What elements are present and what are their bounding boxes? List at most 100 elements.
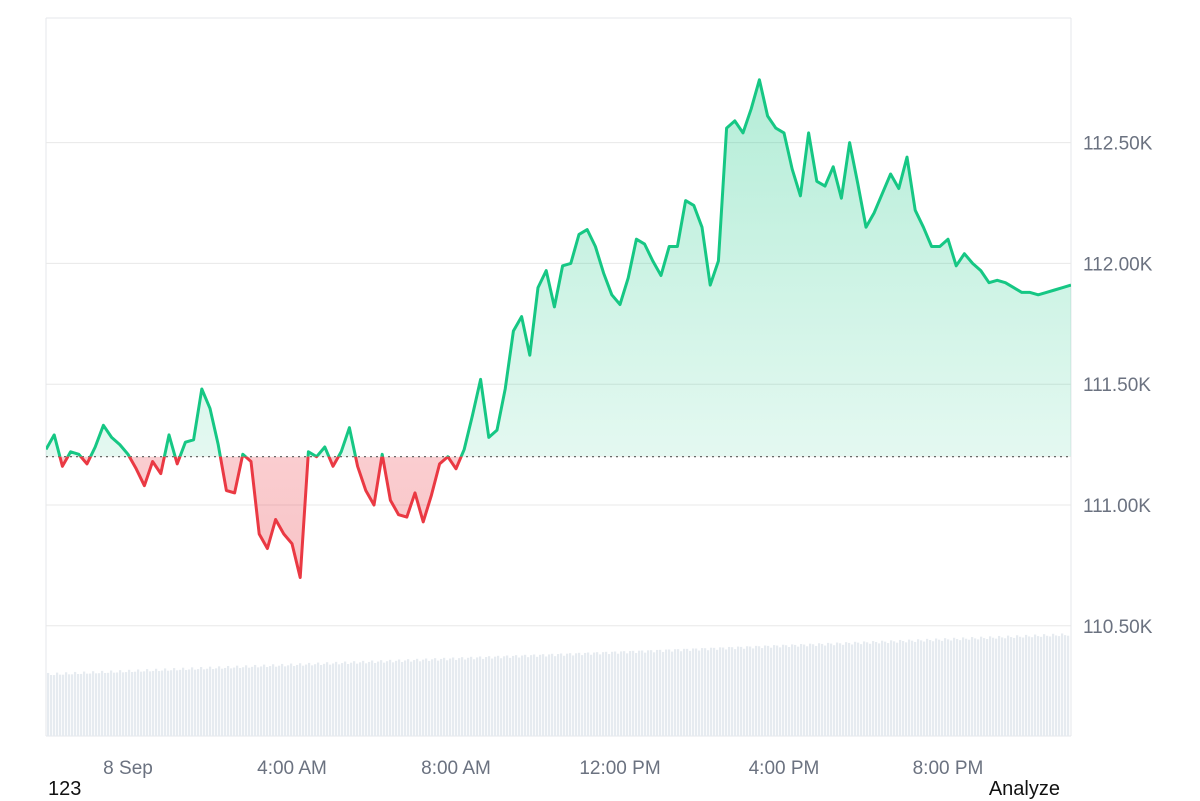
volume-bar (989, 636, 992, 736)
volume-bar (752, 648, 755, 736)
volume-bar (410, 661, 413, 736)
volume-bar (626, 653, 629, 736)
volume-bar (338, 664, 341, 736)
volume-bar (182, 667, 185, 736)
volume-bar (1049, 636, 1052, 736)
volume-bar (1052, 633, 1055, 736)
volume-bar (329, 664, 332, 736)
volume-bar (872, 641, 875, 736)
y-tick-label: 112.00K (1083, 254, 1153, 275)
volume-bar (740, 646, 743, 736)
volume-bar (50, 674, 53, 736)
volume-bar (113, 672, 116, 736)
volume-bar (587, 652, 590, 736)
footer-left-label: 123 (48, 778, 82, 800)
volume-bar (815, 645, 818, 736)
volume-bar (575, 653, 578, 736)
volume-bar (56, 672, 59, 736)
volume-bar (377, 661, 380, 736)
volume-bar (128, 669, 131, 736)
area-above-baseline (46, 79, 1071, 457)
volume-bar (104, 673, 107, 736)
volume-bar (968, 639, 971, 736)
volume-bar (170, 670, 173, 736)
volume-bar (332, 663, 335, 736)
volume-bar (92, 671, 95, 736)
volume-bar (308, 662, 311, 736)
volume-bar (647, 650, 650, 736)
volume-bar (86, 673, 89, 736)
volume-bar (1004, 638, 1007, 736)
volume-bar (965, 638, 968, 736)
volume-bar (527, 657, 530, 736)
volume-bar (731, 647, 734, 736)
volume-bar (983, 638, 986, 736)
volume-bar (98, 673, 101, 736)
volume-bar (116, 672, 119, 736)
volume-bar (230, 668, 233, 736)
volume-bar (875, 641, 878, 736)
volume-bar (758, 646, 761, 736)
volume-bar (554, 656, 557, 736)
volume-bar (152, 670, 155, 736)
volume-bar (899, 639, 902, 736)
volume-bar (131, 672, 134, 736)
volume-bar (533, 654, 536, 736)
volume-bar (407, 659, 410, 736)
volume-bar (302, 665, 305, 736)
volume-bar (719, 647, 722, 736)
volume-bar (578, 652, 581, 736)
volume-bar (770, 647, 773, 736)
volume-bar (656, 649, 659, 736)
volume-bar (140, 671, 143, 736)
volume-bar (764, 645, 767, 736)
volume-bar (974, 638, 977, 736)
volume-bar (524, 654, 527, 736)
volume-bar (74, 671, 77, 736)
volume-bar (842, 644, 845, 736)
volume-bar (221, 668, 224, 736)
x-tick-label: 8:00 AM (421, 758, 491, 779)
volume-bar (887, 643, 890, 736)
volume-bar (755, 645, 758, 736)
volume-bar (185, 670, 188, 736)
volume-bar (503, 656, 506, 736)
analyze-link[interactable]: Analyze (988, 778, 1060, 800)
volume-bar (929, 640, 932, 736)
volume-bar (1025, 634, 1028, 736)
volume-bar (518, 657, 521, 736)
volume-bar (428, 660, 431, 736)
volume-bar (209, 666, 212, 736)
volume-bar (995, 638, 998, 736)
volume-bar (401, 661, 404, 736)
volume-bar (68, 674, 71, 736)
volume-bar (101, 670, 104, 736)
volume-bar (539, 654, 542, 736)
volume-bar (320, 665, 323, 736)
volume-bar (71, 674, 74, 736)
volume-bar (1043, 634, 1046, 736)
volume-bar (560, 653, 563, 736)
volume-bar (137, 669, 140, 736)
volume-bar (260, 666, 263, 736)
volume-bar (902, 641, 905, 736)
volume-bar (917, 639, 920, 736)
volume-bar (671, 651, 674, 736)
volume-bar (491, 658, 494, 736)
volume-bar (314, 664, 317, 736)
volume-bar (584, 652, 587, 736)
volume-bar (665, 649, 668, 736)
volume-bar (266, 667, 269, 736)
volume-bar (176, 670, 179, 736)
volume-bar (398, 659, 401, 736)
volume-bar (134, 671, 137, 736)
volume-bar (914, 641, 917, 736)
volume-bar (383, 662, 386, 736)
volume-bar (155, 668, 158, 736)
volume-bar (1058, 636, 1061, 736)
volume-bar (356, 663, 359, 736)
volume-bar (95, 673, 98, 736)
volume-bar (596, 652, 599, 736)
volume-bar (947, 639, 950, 736)
volume-bar (107, 672, 110, 736)
